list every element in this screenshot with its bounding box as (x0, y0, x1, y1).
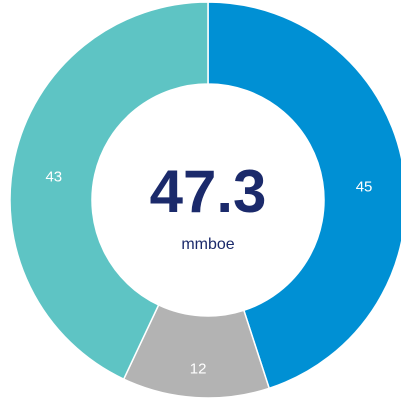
slice-label: 43 (45, 169, 62, 186)
slice-label: 45 (356, 178, 373, 195)
center-value: 47.3 (150, 158, 267, 225)
slice (207, 1, 401, 390)
slice (9, 1, 209, 381)
center-label: mmboe (181, 236, 234, 253)
donut (9, 1, 401, 399)
slice-label: 12 (190, 361, 207, 378)
